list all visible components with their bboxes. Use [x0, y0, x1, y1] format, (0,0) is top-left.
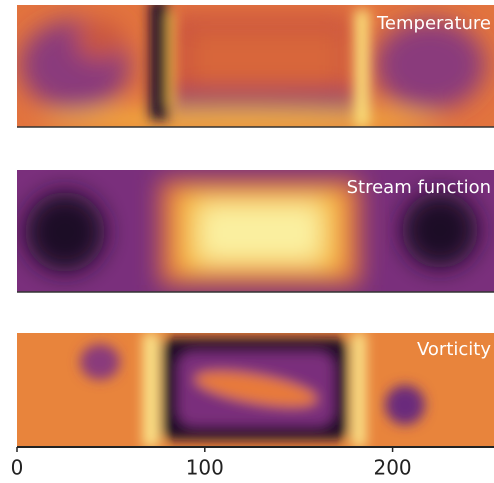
x-tick-label: 100: [186, 456, 224, 480]
panel-title: Temperature: [376, 13, 491, 34]
figure: Temperature Stream function Vorticity 0 1…: [0, 0, 494, 483]
x-tick-label: 200: [373, 456, 411, 480]
panel-title: Stream function: [347, 177, 491, 198]
x-tick-label: 0: [11, 456, 24, 480]
panel-title: Vorticity: [417, 339, 491, 360]
